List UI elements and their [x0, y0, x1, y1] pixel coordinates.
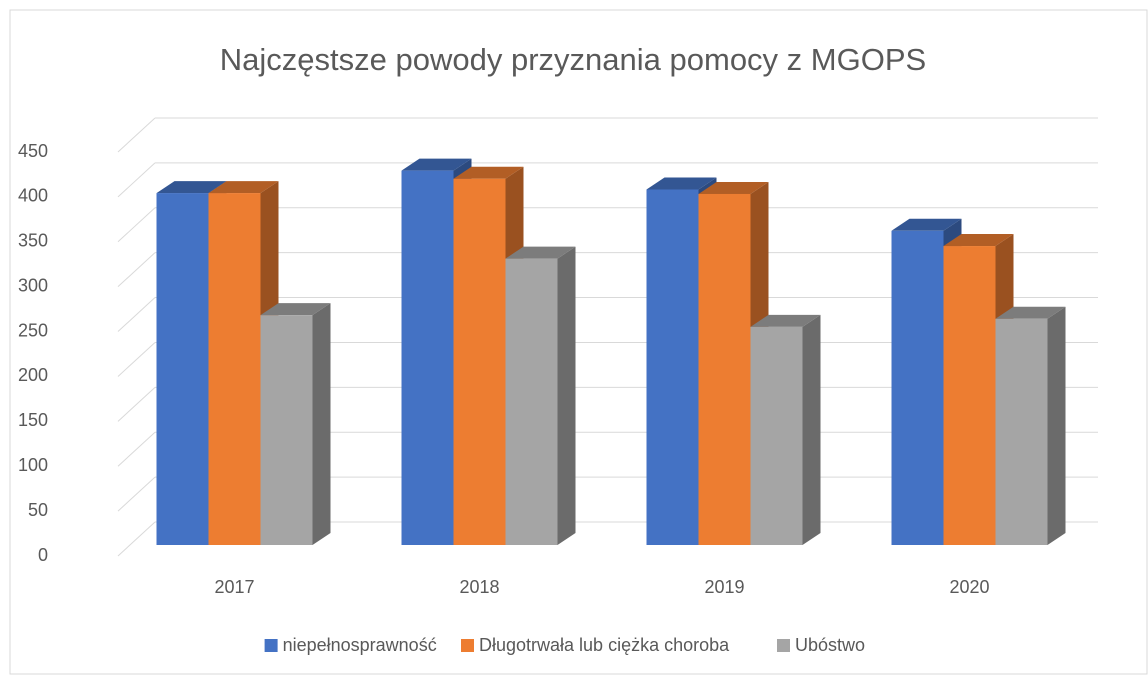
bar — [995, 318, 1048, 545]
y-tick-label: 350 — [18, 231, 48, 251]
bar-top — [891, 218, 962, 231]
legend-swatch — [777, 639, 790, 652]
bar — [260, 315, 313, 545]
bar-top — [453, 166, 524, 179]
grid-line — [117, 476, 156, 512]
grid-line — [117, 162, 156, 198]
bar — [750, 326, 803, 545]
grid-line — [117, 117, 156, 153]
bar-top — [260, 303, 331, 316]
bar — [646, 189, 699, 546]
x-tick-label: 2017 — [214, 577, 254, 597]
bar-top — [750, 314, 821, 327]
grid-line — [117, 207, 156, 243]
grid-line — [117, 521, 156, 557]
legend-swatch — [264, 639, 278, 652]
bar — [891, 230, 944, 545]
bar-top — [698, 181, 769, 194]
x-tick-label: 2018 — [459, 577, 499, 597]
grid-line — [117, 386, 156, 422]
legend-label: Ubóstwo — [795, 635, 865, 655]
grid-line — [117, 252, 156, 288]
y-tick-label: 450 — [18, 141, 48, 161]
x-tick-label: 2020 — [949, 577, 989, 597]
x-tick-label: 2019 — [704, 577, 744, 597]
bar-top — [401, 158, 472, 171]
y-tick-label: 150 — [18, 410, 48, 430]
grid-line — [117, 297, 156, 332]
legend-label: niepełnosprawność — [283, 635, 437, 655]
bar-top — [943, 234, 1014, 247]
bar — [698, 193, 751, 546]
legend-swatch — [461, 639, 474, 652]
bar — [453, 178, 506, 545]
y-tick-label: 300 — [18, 275, 48, 295]
grid-line — [117, 431, 156, 467]
y-tick-label: 250 — [18, 320, 48, 340]
bar-top — [156, 181, 227, 194]
legend-label: Długotrwała lub ciężka choroba — [479, 635, 730, 655]
bar-top — [505, 246, 576, 259]
bar-side — [1047, 306, 1066, 545]
chart-title: Najczęstsze powody przyznania pomocy z M… — [220, 42, 926, 77]
bar — [156, 193, 209, 545]
bar-top — [646, 177, 717, 190]
bar-top — [208, 181, 279, 194]
bar-side — [312, 303, 331, 545]
y-tick-label: 50 — [28, 500, 48, 520]
bar — [943, 246, 996, 546]
bar-top — [995, 306, 1066, 319]
bar-side — [557, 246, 576, 545]
y-tick-label: 100 — [18, 455, 48, 475]
bar — [505, 258, 558, 545]
y-tick-label: 200 — [18, 365, 48, 385]
y-tick-label: 0 — [38, 545, 48, 565]
grid-line — [117, 342, 156, 377]
bar — [208, 193, 261, 545]
y-tick-label: 400 — [18, 186, 48, 206]
bar-side — [802, 314, 821, 545]
bar — [401, 170, 454, 546]
